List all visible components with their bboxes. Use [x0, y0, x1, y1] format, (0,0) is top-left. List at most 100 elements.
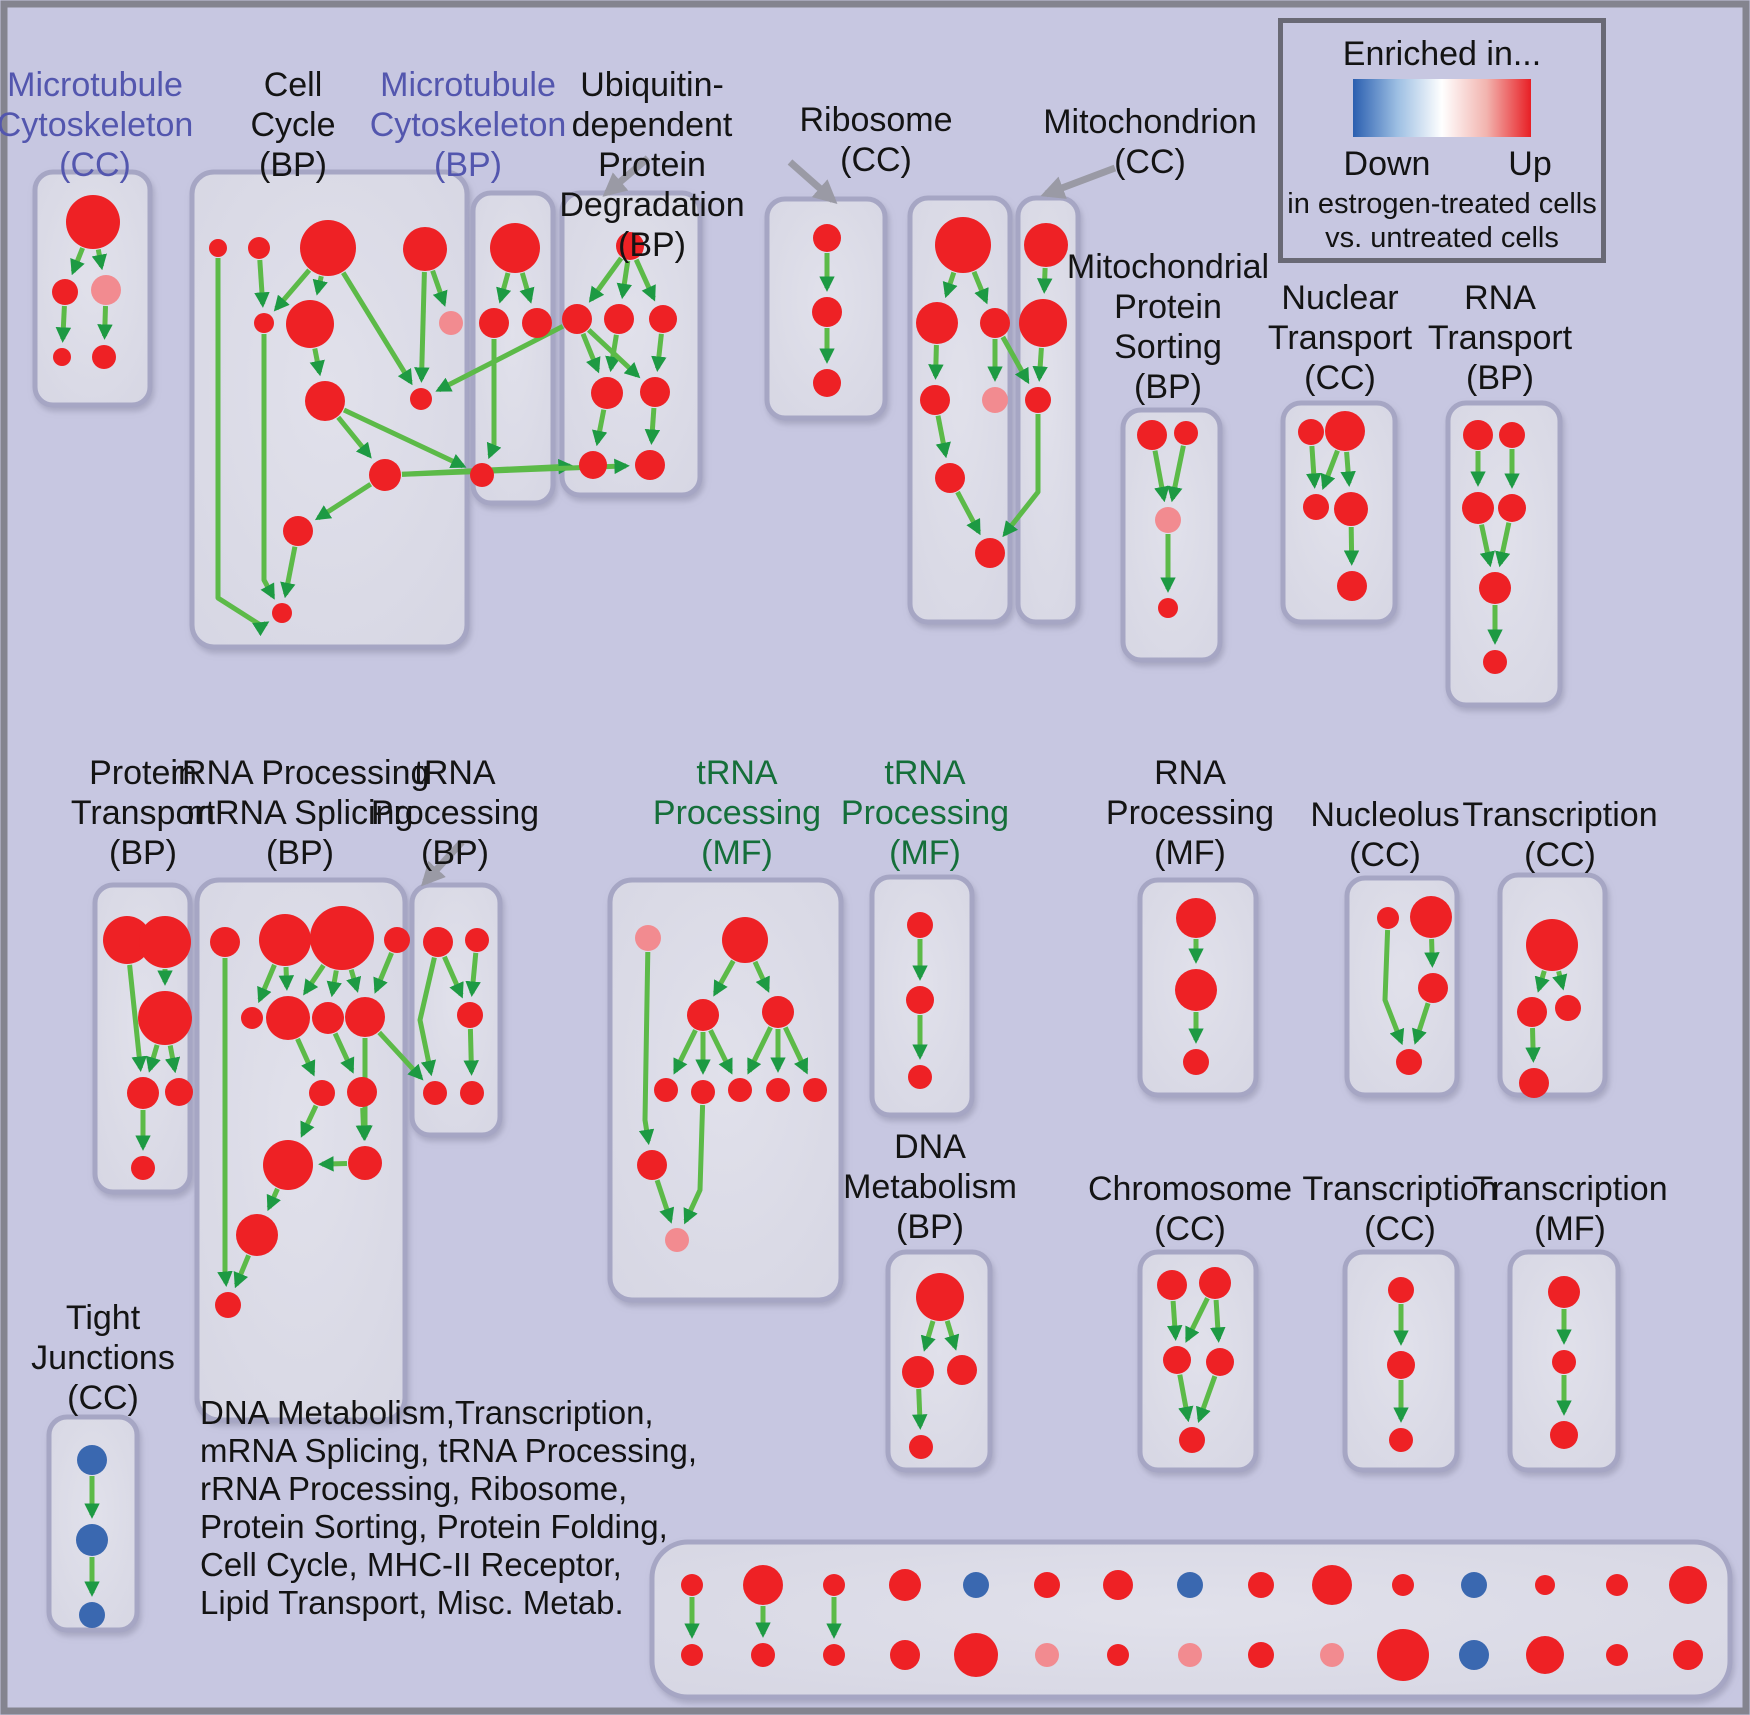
edge-nuclear-transport-cc: [1320, 449, 1340, 491]
go-term-node-up: [935, 463, 965, 493]
cluster-label-line: (CC): [1154, 1210, 1226, 1248]
cluster-label: Microtubule Cytoskeleton (CC): [0, 65, 193, 185]
edge-dna-metabolism-bp: [944, 1320, 960, 1351]
edge-mitochondrion-cc: [1036, 267, 1053, 294]
cluster-label-line: (CC): [1364, 1210, 1436, 1248]
cluster-label-line: (CC): [1349, 836, 1421, 874]
go-term-node-up: [53, 348, 71, 366]
go-term-node-up: [1248, 1572, 1274, 1598]
go-term-node-up: [131, 1156, 155, 1180]
cluster-label-line: Microtubule: [7, 66, 183, 104]
go-term-node-up: [254, 313, 274, 333]
edge-ubiquitin-degradation-bp-1: [588, 256, 624, 303]
cluster-label-line: Mitochondrial: [1066, 248, 1270, 286]
edge-rrna-processing-mrna-splicing-bp: [278, 966, 295, 991]
cluster-label-line: (BP): [420, 834, 489, 872]
go-term-node-up: [209, 239, 227, 257]
cluster-label-line: tRNA: [414, 754, 496, 792]
note-line: Protein Sorting, Protein Folding,: [200, 1508, 668, 1545]
go-term-node-up: [263, 1140, 313, 1190]
go-term-node-up: [66, 195, 120, 249]
go-term-node-up: [345, 997, 385, 1037]
go-term-node-up: [975, 538, 1005, 568]
legend-down-label: Down: [1343, 145, 1431, 183]
go-term-node-up: [236, 1214, 278, 1256]
cluster-label-line: RNA: [1464, 279, 1536, 317]
go-term-node-up: [479, 308, 509, 338]
cluster-label-line: Protein: [89, 754, 197, 792]
go-term-node-up: [916, 302, 958, 344]
cluster-label: Transcription (CC): [1462, 795, 1657, 875]
go-term-node-up: [1103, 1570, 1133, 1600]
edge-trna-processing-bp: [417, 957, 437, 1077]
go-term-node-up: [1179, 1427, 1205, 1453]
legend-title: Enriched in...: [1342, 35, 1542, 73]
cluster-label-line: Cell: [263, 66, 323, 104]
edge-trna-processing-mf-1: [713, 959, 736, 997]
go-term-node-down: [76, 1524, 108, 1556]
go-term-node-up: [1389, 1428, 1413, 1452]
cluster-label-line: rRNA Processing: [170, 754, 430, 792]
go-term-node-up: [1548, 1276, 1580, 1308]
cluster-label: rRNA Processing mRNA Splicing (BP): [171, 753, 430, 873]
go-term-node-up: [103, 916, 151, 964]
go-term-node-up: [635, 450, 665, 480]
go-term-node-up: [604, 304, 634, 334]
edge-ribosome-cc: [971, 270, 989, 305]
go-term-node-up: [579, 451, 607, 479]
go-term-node-weak-up: [665, 1228, 689, 1252]
cluster-label-line: Microtubule: [380, 66, 556, 104]
cross-edge: [377, 1030, 424, 1081]
cluster-label: Transcription (MF): [1472, 1169, 1667, 1249]
edge-rrna-processing-mrna-splicing-bp: [326, 970, 342, 998]
cluster-label-line: RNA: [1154, 754, 1226, 792]
edge-ubiquitin-degradation-bp-1: [616, 260, 632, 300]
cluster-label-line: (BP): [1134, 368, 1202, 406]
go-term-node-up: [259, 914, 311, 966]
edge-cell-cycle-bp: [414, 271, 430, 383]
cross-edge: [342, 407, 467, 469]
edge-rrna-processing-mrna-splicing-bp: [318, 1156, 348, 1172]
note-block: DNA Metabolism,Transcription, mRNA Splic…: [200, 1394, 697, 1622]
legend: Enriched in... Down Up in estrogen-treat…: [1278, 18, 1606, 263]
edge-cell-cycle-bp: [312, 275, 328, 296]
cluster-label: Tight Junctions (CC): [31, 1298, 175, 1418]
go-term-node-up: [823, 1574, 845, 1596]
go-term-node-up: [1312, 1565, 1352, 1605]
edge-nuclear-transport-cc: [1305, 445, 1322, 489]
edge-trna-processing-bp: [465, 952, 481, 997]
go-term-node-up: [1396, 1049, 1422, 1075]
edge-trna-processing-mf-1: [746, 1026, 773, 1075]
edge-ubiquitin-degradation-bp-1: [633, 258, 656, 302]
edge-trna-processing-mf-1: [752, 960, 770, 993]
edge-ubiquitin-degradation-bp-1: [651, 333, 667, 372]
note-line: mRNA Splicing, tRNA Processing,: [200, 1432, 698, 1469]
go-term-node-up: [1174, 421, 1198, 445]
go-term-node-up: [1498, 494, 1526, 522]
go-term-node-up: [1410, 896, 1452, 938]
edge-rrna-processing-mrna-splicing-bp: [355, 1107, 372, 1141]
edge-rrna-processing-mrna-splicing-bp: [332, 1032, 355, 1074]
edge-transcription-cc-upper: [1534, 970, 1550, 993]
go-term-node-up: [1298, 419, 1324, 445]
legend-subtitle-1: in estrogen-treated cells: [1287, 188, 1597, 220]
go-term-node-up: [457, 1002, 483, 1028]
go-term-node-up: [766, 1078, 790, 1102]
edge-trna-processing-bp: [442, 955, 464, 999]
go-term-node-up: [1535, 1575, 1555, 1595]
edge-chromosome-cc: [1177, 1374, 1194, 1423]
cluster-label: Mitochondrion (CC): [1043, 102, 1257, 182]
go-term-node-up: [1137, 420, 1167, 450]
go-term-node-up: [728, 1078, 752, 1102]
cluster-label-line: Transcription: [1302, 1170, 1498, 1208]
go-term-node-up: [1463, 420, 1493, 450]
go-term-node-weak-up: [1035, 1643, 1059, 1667]
go-term-node-up: [649, 305, 677, 333]
cluster-label-line: tRNA: [884, 754, 966, 792]
cluster-label-line: (CC): [1114, 143, 1186, 181]
cross-edge: [1000, 335, 1030, 385]
edge-nucleolus-cc: [1424, 938, 1440, 968]
cluster-box-misc-group: [649, 1539, 1733, 1700]
edge-ribosome-cc: [955, 490, 981, 536]
go-term-node-up: [92, 345, 116, 369]
